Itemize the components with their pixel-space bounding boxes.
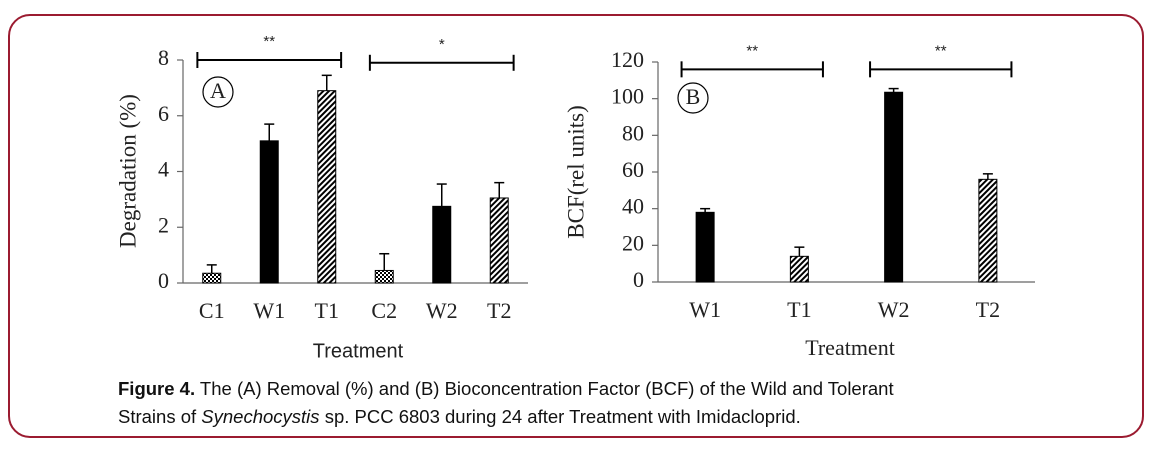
panel-circle — [202, 76, 234, 108]
bar — [317, 90, 337, 284]
caption-text: sp. PCC 6803 during 24 after Treatment w… — [324, 406, 801, 427]
x-tick-label: W1 — [689, 297, 721, 322]
x-tick-label: W2 — [426, 298, 458, 323]
caption-text: The (A) Removal (%) and (B) Bioconcentra… — [199, 378, 894, 399]
x-tick-label: T1 — [787, 297, 811, 322]
caption-label: Figure 4. — [118, 378, 196, 399]
x-tick-label: W2 — [878, 297, 910, 322]
significance-label: ** — [263, 33, 275, 50]
y-tick-label: 6 — [158, 101, 169, 126]
caption-text: Strains of — [118, 406, 197, 427]
figure-caption: Figure 4. The (A) Removal (%) and (B) Bi… — [118, 375, 1118, 431]
y-tick-label: 60 — [622, 157, 644, 182]
y-tick-label: 2 — [158, 212, 169, 237]
y-tick-label: 80 — [622, 120, 644, 145]
y-tick-label: 0 — [633, 267, 644, 292]
x-tick-label: T1 — [315, 298, 339, 323]
y-axis-label: Degradation (%) — [115, 94, 140, 248]
significance-label: * — [439, 36, 445, 53]
bar — [259, 140, 279, 284]
x-tick-label: W1 — [253, 298, 285, 323]
bar — [884, 91, 904, 283]
panel-label: A — [210, 78, 226, 103]
y-tick-label: 0 — [158, 268, 169, 293]
bar — [695, 211, 715, 283]
bar — [489, 197, 509, 284]
x-axis-label: Treatment — [805, 335, 895, 360]
figure-frame — [8, 14, 1144, 438]
panel-label: B — [686, 84, 701, 109]
x-tick-label: C2 — [371, 298, 397, 323]
bar — [789, 255, 809, 283]
caption-organism: Synechocystis — [201, 406, 320, 427]
panel-circle — [677, 82, 709, 114]
y-tick-label: 4 — [158, 157, 169, 182]
bar — [202, 272, 222, 284]
significance-label: ** — [935, 42, 947, 59]
x-tick-label: T2 — [976, 297, 1000, 322]
x-tick-label: C1 — [199, 298, 225, 323]
y-tick-label: 120 — [611, 47, 644, 72]
y-axis-label: BCF(rel units) — [563, 105, 588, 239]
bar — [432, 205, 452, 284]
y-tick-label: 20 — [622, 230, 644, 255]
bar — [374, 269, 394, 284]
y-tick-label: 100 — [611, 84, 644, 109]
x-tick-label: T2 — [487, 298, 511, 323]
y-tick-label: 40 — [622, 194, 644, 219]
significance-label: ** — [746, 42, 758, 59]
bar — [978, 178, 998, 283]
x-axis-label: Treatment — [313, 340, 404, 362]
y-tick-label: 8 — [158, 45, 169, 70]
